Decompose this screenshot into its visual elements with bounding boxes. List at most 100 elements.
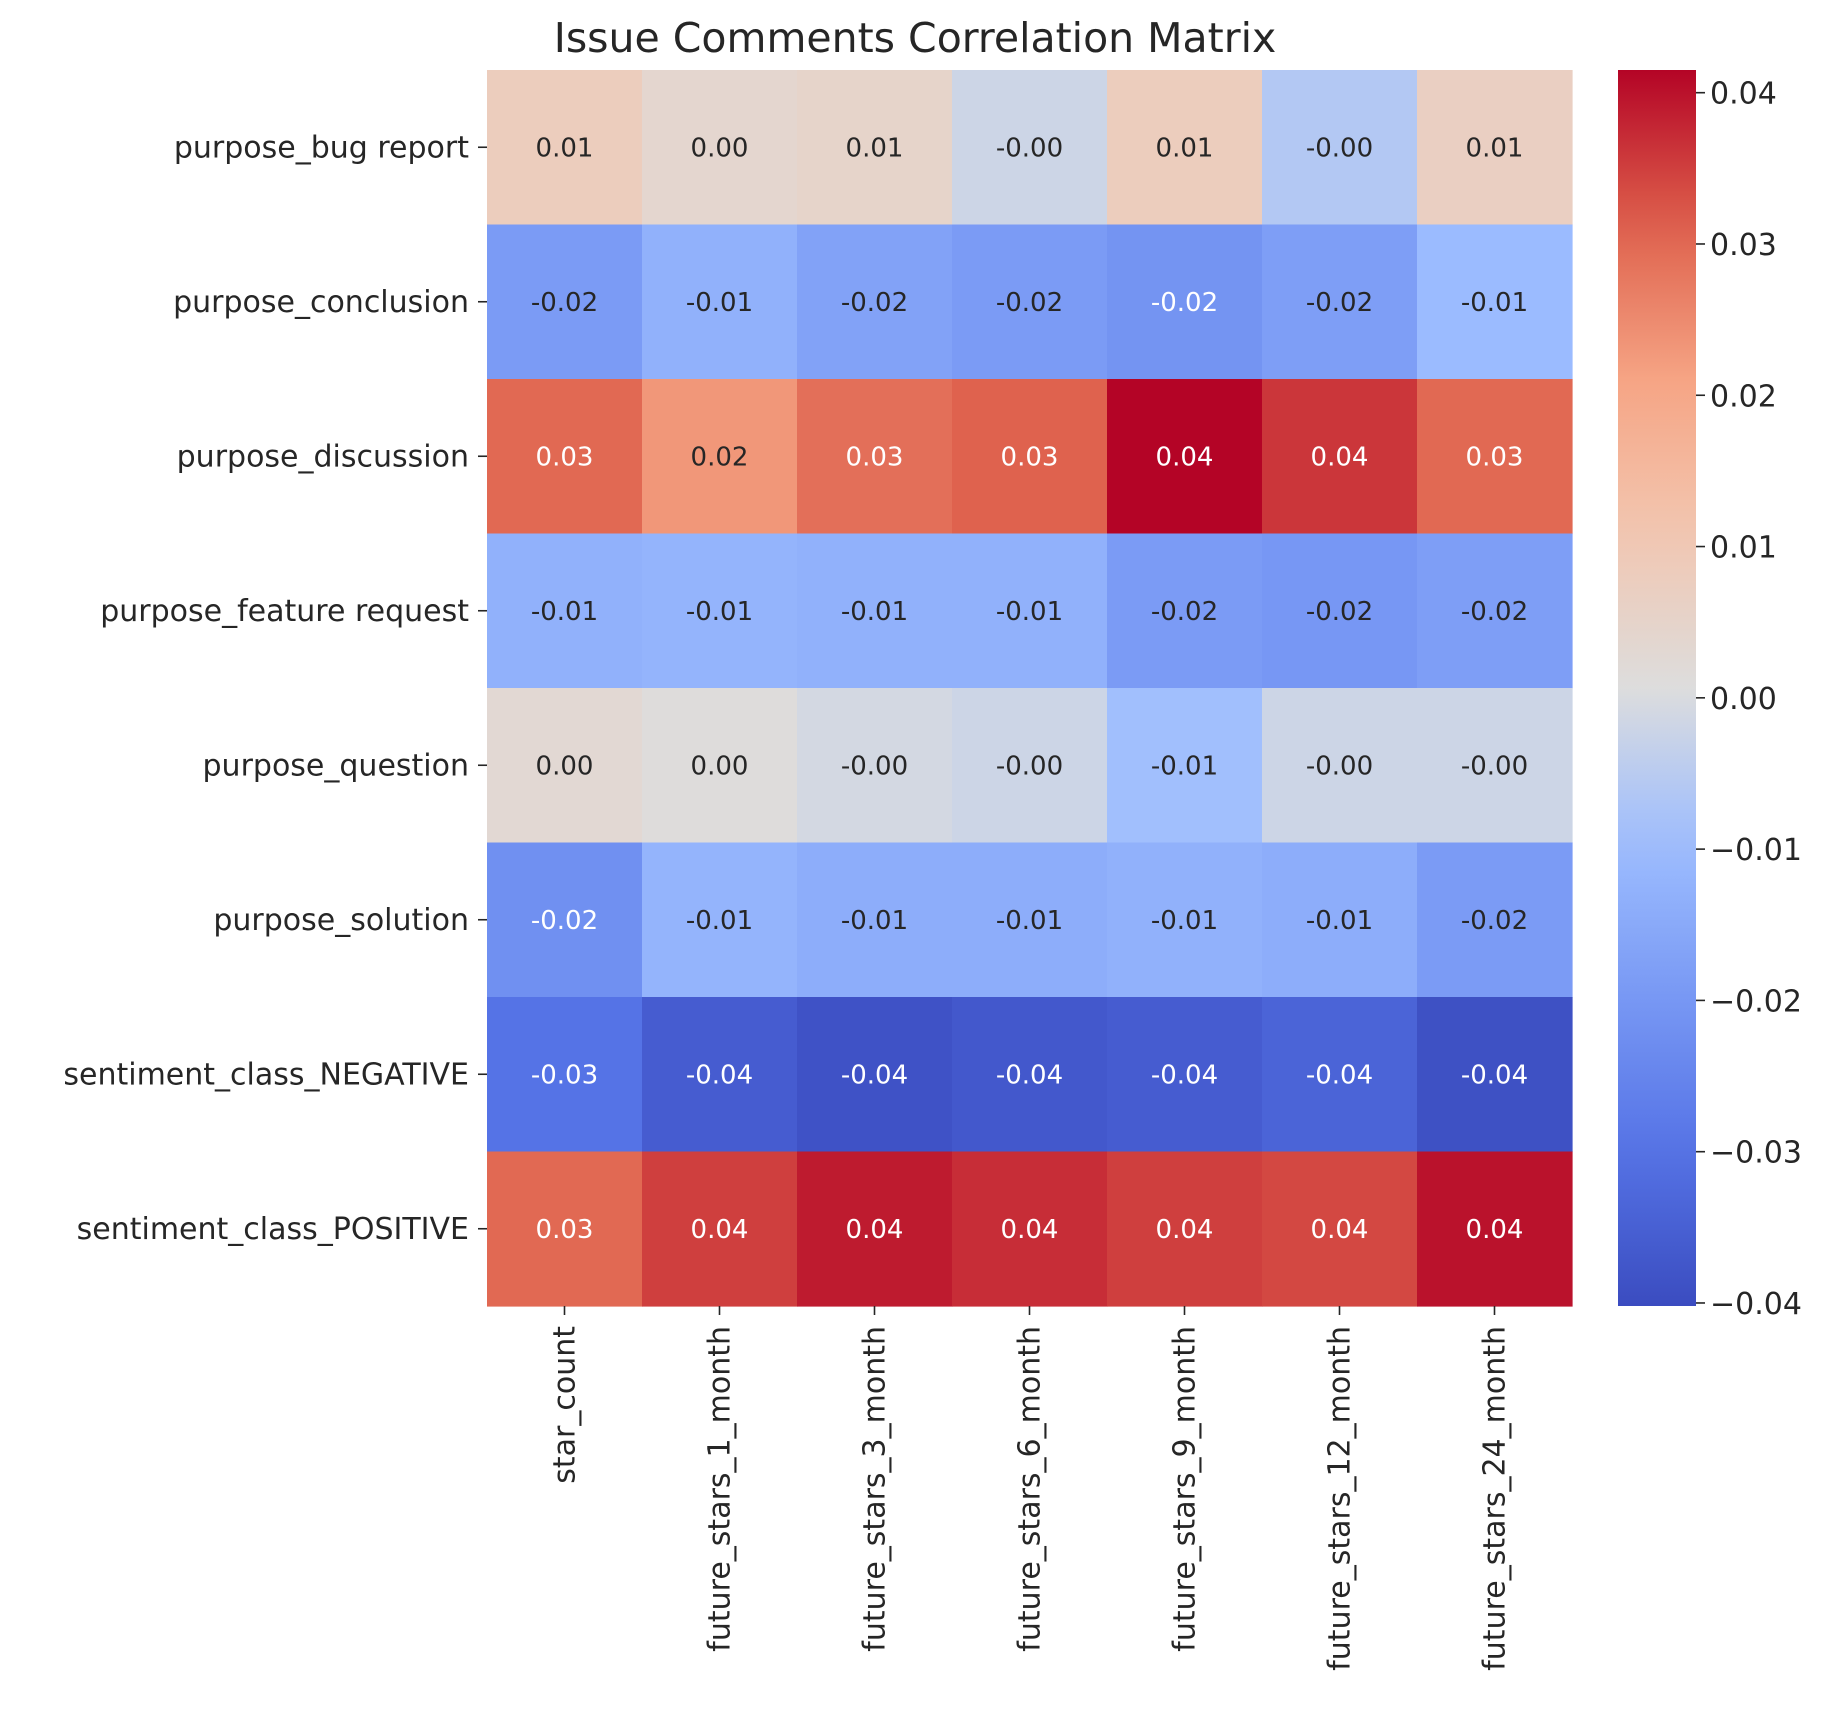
cell-value-label-r1-c0: -0.02 [531, 288, 598, 318]
heatmap-cells: 0.01 0.00 0.01 -0.00 0.01 -0.00 0.01 -0.02 -0.01… [487, 70, 1573, 1307]
heatmap-cell-r1-c2 [797, 224, 953, 380]
heatmap-cell-r1-c5 [1262, 224, 1418, 380]
x-label-5: future_stars_12_month [1323, 1326, 1358, 1671]
heatmap-cell-r5-c5 [1262, 842, 1418, 998]
cell-value-label-r5-c2: -0.01 [841, 906, 908, 936]
cell-value-label-r7-c6: 0.04 [1466, 1215, 1524, 1245]
cell-value-label-r5-c4: -0.01 [1151, 906, 1218, 936]
cell-value-label-r6-c1: -0.04 [686, 1060, 753, 1090]
colorbar-tick-label-4: 0.00 [1710, 682, 1777, 717]
heatmap-cell-r0-c6 [1417, 70, 1573, 226]
cell-value-label-r4-c6: -0.00 [1461, 751, 1528, 781]
x-label-6: future_stars_24_month [1478, 1326, 1513, 1671]
heatmap-cell-r6-c4 [1107, 997, 1263, 1153]
cell-value-label-r4-c5: -0.00 [1306, 751, 1373, 781]
cell-value-label-r1-c5: -0.02 [1306, 288, 1373, 318]
cell-value-label-r3-c0: -0.01 [531, 597, 598, 627]
y-axis-labels: purpose_bug report purpose_conclusionpurp… [63, 130, 487, 1247]
cell-value-label-r5-c0: -0.02 [531, 906, 598, 936]
heatmap-cell-r0-c4 [1107, 70, 1263, 226]
heatmap-cell-r3-c1 [642, 533, 798, 689]
heatmap-cell-r1-c6 [1417, 224, 1573, 380]
cell-value-label-r3-c6: -0.02 [1461, 597, 1528, 627]
cell-value-label-r0-c6: 0.01 [1466, 133, 1524, 163]
cell-value-label-r6-c5: -0.04 [1306, 1060, 1373, 1090]
chart-title: Issue Comments Correlation Matrix [554, 14, 1277, 62]
heatmap-cell-r4-c5 [1262, 688, 1418, 844]
cell-value-label-r2-c6: 0.03 [1466, 442, 1524, 472]
heatmap-cell-r5-c3 [952, 842, 1108, 998]
cell-value-label-r3-c4: -0.02 [1151, 597, 1218, 627]
cell-value-label-r7-c2: 0.04 [846, 1215, 904, 1245]
heatmap-cell-r6-c6 [1417, 997, 1573, 1153]
colorbar-tick-label-5: −0.01 [1710, 833, 1802, 868]
colorbar-tick-label-1: 0.03 [1710, 228, 1777, 263]
cell-value-label-r4-c1: 0.00 [691, 751, 749, 781]
cell-value-label-r6-c6: -0.04 [1461, 1060, 1528, 1090]
y-label-5: purpose_solution [213, 903, 469, 938]
heatmap-cell-r4-c1 [642, 688, 798, 844]
y-label-6: sentiment_class_NEGATIVE [63, 1057, 469, 1092]
heatmap-cell-r7-c2 [797, 1151, 953, 1307]
heatmap-cell-r4-c0 [487, 688, 643, 844]
cell-value-label-r3-c3: -0.01 [996, 597, 1063, 627]
cell-value-label-r7-c3: 0.04 [1001, 1215, 1059, 1245]
cell-value-label-r0-c2: 0.01 [846, 133, 904, 163]
heatmap-cell-r7-c6 [1417, 1151, 1573, 1307]
cell-value-label-r0-c1: 0.00 [691, 133, 749, 163]
heatmap-cell-r5-c6 [1417, 842, 1573, 998]
x-label-4: future_stars_9_month [1168, 1326, 1203, 1652]
heatmap-cell-r6-c5 [1262, 997, 1418, 1153]
cell-value-label-r7-c5: 0.04 [1311, 1215, 1369, 1245]
heatmap-cell-r4-c6 [1417, 688, 1573, 844]
colorbar-tick-label-8: −0.04 [1710, 1287, 1802, 1322]
cell-value-label-r5-c5: -0.01 [1306, 906, 1373, 936]
heatmap-cell-r0-c1 [642, 70, 798, 226]
cell-value-label-r0-c5: -0.00 [1306, 133, 1373, 163]
heatmap-cell-r3-c6 [1417, 533, 1573, 689]
cell-value-label-r1-c2: -0.02 [841, 288, 908, 318]
heatmap-cell-r7-c3 [952, 1151, 1108, 1307]
heatmap-cell-r0-c0 [487, 70, 643, 226]
x-axis-labels: star_count future_stars_1_month future_sta… [548, 1306, 1513, 1671]
heatmap-cell-r3-c5 [1262, 533, 1418, 689]
heatmap-cell-r3-c2 [797, 533, 953, 689]
heatmap-cell-r5-c4 [1107, 842, 1263, 998]
heatmap-cell-r3-c0 [487, 533, 643, 689]
heatmap-cell-r1-c0 [487, 224, 643, 380]
heatmap-cell-r6-c2 [797, 997, 953, 1153]
heatmap-cell-r2-c0 [487, 379, 643, 535]
heatmap-cell-r4-c3 [952, 688, 1108, 844]
cell-value-label-r1-c1: -0.01 [686, 288, 753, 318]
heatmap-cell-r7-c4 [1107, 1151, 1263, 1307]
heatmap-cell-r6-c3 [952, 997, 1108, 1153]
cell-value-label-r5-c3: -0.01 [996, 906, 1063, 936]
cell-value-label-r6-c2: -0.04 [841, 1060, 908, 1090]
cell-value-label-r7-c0: 0.03 [536, 1215, 594, 1245]
x-label-1: future_stars_1_month [703, 1326, 738, 1652]
x-label-2: future_stars_3_month [858, 1326, 893, 1652]
cell-value-label-r0-c3: -0.00 [996, 133, 1063, 163]
heatmap-cell-r0-c5 [1262, 70, 1418, 226]
colorbar-gradient [1618, 70, 1696, 1306]
colorbar-tick-label-6: −0.02 [1710, 984, 1802, 1019]
heatmap-cell-r5-c2 [797, 842, 953, 998]
cell-value-label-r5-c6: -0.02 [1461, 906, 1528, 936]
heatmap-cell-r2-c4 [1107, 379, 1263, 535]
y-label-7: sentiment_class_POSITIVE [77, 1212, 469, 1247]
cell-value-label-r2-c3: 0.03 [1001, 442, 1059, 472]
cell-value-label-r6-c3: -0.04 [996, 1060, 1063, 1090]
heatmap-cell-r2-c6 [1417, 379, 1573, 535]
y-label-3: purpose_feature request [100, 594, 469, 629]
heatmap-cell-r7-c0 [487, 1151, 643, 1307]
cell-value-label-r4-c4: -0.01 [1151, 751, 1218, 781]
cell-value-label-r0-c4: 0.01 [1156, 133, 1214, 163]
x-label-0: star_count [548, 1326, 583, 1484]
y-label-2: purpose_discussion [177, 439, 469, 474]
heatmap-cell-r3-c3 [952, 533, 1108, 689]
heatmap-cell-r6-c1 [642, 997, 798, 1153]
heatmap-cell-r0-c2 [797, 70, 953, 226]
cell-value-label-r7-c4: 0.04 [1156, 1215, 1214, 1245]
